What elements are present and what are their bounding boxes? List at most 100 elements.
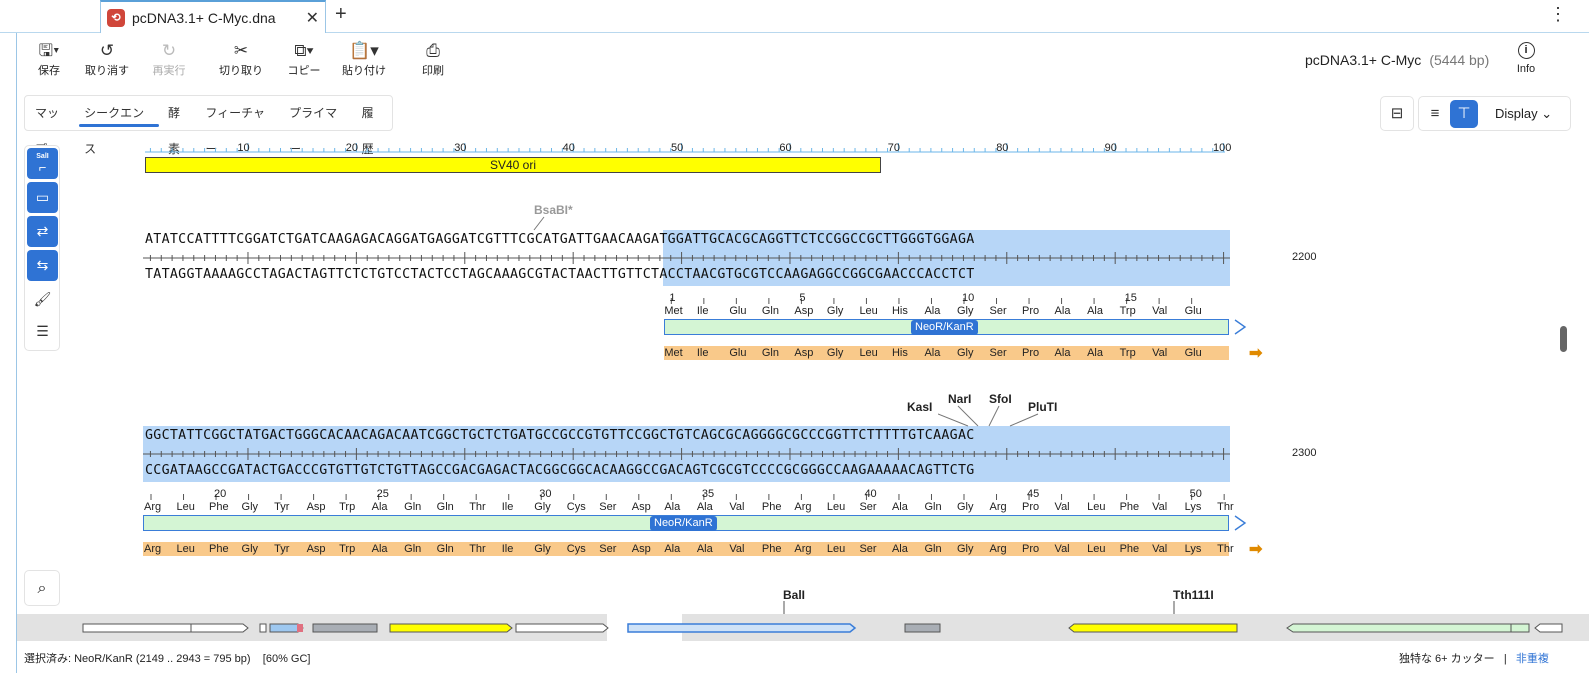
- display-dropdown[interactable]: Display ⌄: [1495, 106, 1552, 122]
- orf-amino-acid: Arg: [794, 543, 812, 555]
- orf-amino-acid: Val: [1054, 543, 1070, 555]
- orf-bar[interactable]: [664, 346, 1229, 360]
- orf-amino-acid: Ala: [664, 543, 681, 555]
- amino-acid: Gln: [404, 501, 422, 513]
- orf-bar[interactable]: [143, 542, 1229, 556]
- orf-amino-acid: Leu: [1087, 543, 1106, 555]
- enzyme-site[interactable]: KasI: [907, 400, 933, 414]
- orf-amino-acid: Gly: [957, 543, 974, 555]
- tab-map[interactable]: マップ: [35, 106, 60, 156]
- cutter-filter[interactable]: 独特な 6+ カッター: [1399, 653, 1495, 665]
- paste-button[interactable]: 📋▾ 貼り付け: [329, 40, 399, 78]
- feature-label[interactable]: NeoR/KanR: [650, 516, 717, 531]
- enzyme-site[interactable]: SfoI: [989, 392, 1012, 406]
- linear-view-button[interactable]: ⊟: [1380, 96, 1414, 131]
- orf-amino-acid: Val: [1152, 347, 1168, 359]
- orf-amino-acid: His: [891, 347, 908, 359]
- amino-acid: Ala: [371, 501, 388, 513]
- tab-sequence[interactable]: シークエンス: [77, 95, 161, 156]
- amino-acid: Leu: [176, 501, 195, 513]
- undo-button[interactable]: ↺ 取り消す: [72, 40, 142, 78]
- feature-sv40-ori-label: SV40 ori: [489, 158, 537, 172]
- enzyme-cut-line: [957, 405, 979, 427]
- codon-ticks: [150, 494, 1225, 500]
- tab-enzymes[interactable]: 酵素: [167, 106, 180, 156]
- sequence-minimap[interactable]: [17, 614, 1589, 641]
- document-tab[interactable]: ⟲ pcDNA3.1+ C-Myc.dna ✕: [100, 0, 326, 33]
- feature-label[interactable]: NeoR/KanR: [911, 320, 978, 335]
- amino-acid-number: 45: [1027, 488, 1040, 500]
- top-strand[interactable]: ATATCCATTTTCGGATCTGATCAAGAGACAGGATGAGGAT…: [145, 232, 975, 247]
- tab-primers[interactable]: プライマー: [289, 106, 338, 156]
- orf-amino-acid: Glu: [729, 347, 747, 359]
- enzyme-site[interactable]: BsaBI*: [534, 203, 573, 217]
- feature-sv40-ori[interactable]: SV40 ori: [145, 157, 881, 173]
- orf-amino-acid: Phe: [761, 543, 782, 555]
- cut-button[interactable]: ✂ 切り取り: [206, 40, 276, 78]
- more-menu-icon[interactable]: ⋮: [1549, 4, 1567, 24]
- document-length: (5444 bp): [1429, 52, 1490, 68]
- linear-view-icon: ⊟: [1390, 105, 1404, 122]
- info-button[interactable]: i Info: [1505, 40, 1547, 75]
- amino-acid: Phe: [209, 501, 229, 513]
- print-button[interactable]: ⎙ 印刷: [398, 40, 468, 78]
- translation-button[interactable]: ⇄: [27, 216, 58, 247]
- ruler-number: 70: [887, 142, 901, 154]
- top-strand[interactable]: GGCTATTCGGCTATGACTGGGCACAACAGACAATCGGCTG…: [145, 428, 975, 443]
- feature-direction-icon: [1234, 515, 1247, 531]
- display-controls: ≡ ⊤ Display ⌄: [1418, 96, 1571, 131]
- ruler-number: 100: [1213, 142, 1232, 154]
- text-format-icon[interactable]: ⊤: [1450, 100, 1478, 128]
- orf-amino-acid: Ser: [859, 543, 877, 555]
- vertical-scrollbar[interactable]: [1560, 326, 1567, 352]
- orf-amino-acid: Lys: [1184, 543, 1202, 555]
- enzyme-site-button[interactable]: SalI ⌐: [27, 148, 58, 179]
- orf-amino-acid: Gln: [404, 543, 422, 555]
- ruler-number: 80: [996, 142, 1009, 154]
- orf-amino-acid: Ala: [924, 347, 941, 359]
- bottom-strand[interactable]: CCGATAAGCCGATACTGACCCGTGTTGTCTGTTAGCCGAC…: [145, 463, 975, 478]
- close-tab-icon[interactable]: ✕: [305, 10, 319, 27]
- amino-acid: Arg: [794, 501, 812, 513]
- amino-acid: Trp: [339, 501, 356, 513]
- amino-acid: Ser: [599, 501, 617, 513]
- new-tab-icon[interactable]: +: [335, 3, 347, 25]
- reverse-strand-button[interactable]: ⇆: [27, 250, 58, 281]
- amino-acid: Val: [729, 501, 745, 513]
- overlap-filter-link[interactable]: 非重複: [1515, 653, 1549, 665]
- enzyme-site[interactable]: NarI: [948, 392, 972, 406]
- enzyme-filter-status: 独特な 6+ カッター | 非重複: [1399, 650, 1549, 666]
- tab-history[interactable]: 履歴: [361, 106, 374, 156]
- orf-amino-acid: Ile: [501, 543, 514, 555]
- bottom-strand[interactable]: TATAGGTAAAAGCCTAGACTAGTTCTCTGTCCTACTCCTA…: [145, 267, 975, 282]
- ruler-ticks: [145, 143, 1225, 153]
- cut-site-icon: ⌐: [38, 160, 47, 175]
- save-button[interactable]: 🖫▾ 保存: [14, 40, 84, 78]
- enzyme-cut-line: [938, 413, 969, 427]
- color-brush-button[interactable]: 🖌: [27, 284, 58, 315]
- search-button[interactable]: ⌕: [24, 570, 60, 606]
- orf-amino-acid: Val: [1152, 543, 1168, 555]
- amino-acid-number: 25: [376, 488, 389, 500]
- copy-button[interactable]: ⧉▾ コピー: [269, 40, 339, 78]
- enzyme-site-bali[interactable]: BalI: [783, 588, 806, 602]
- status-bar: 選択済み: NeoR/KanR (2149 .. 2943 = 795 bp) …: [17, 641, 1589, 673]
- enzyme-site[interactable]: PluTI: [1028, 400, 1058, 414]
- tool-sidebar: SalI ⌐ ▭ ⇄ ⇆ 🖌 ☰: [24, 145, 60, 351]
- tab-features[interactable]: フィーチャー: [205, 106, 266, 156]
- amino-acid: Gln: [761, 305, 779, 317]
- amino-acid: Met: [664, 305, 683, 317]
- redo-button[interactable]: ↻ 再実行: [134, 40, 204, 78]
- orf-amino-acid: Ala: [1087, 347, 1103, 359]
- wrap-icon[interactable]: ≡: [1430, 105, 1440, 122]
- enzyme-site-tth111i[interactable]: Tth111I: [1173, 588, 1214, 602]
- info-label: Info: [1516, 63, 1536, 75]
- amino-acid: Ala: [696, 501, 713, 513]
- feature-button[interactable]: ▭: [27, 182, 58, 213]
- format-button[interactable]: ☰: [27, 316, 58, 347]
- amino-acid: Glu: [1184, 305, 1202, 317]
- orf-amino-acid: Leu: [176, 543, 195, 555]
- orf-amino-acid: Val: [729, 543, 745, 555]
- amino-acid: Cys: [566, 501, 586, 513]
- orf-amino-acid: Gly: [534, 543, 551, 555]
